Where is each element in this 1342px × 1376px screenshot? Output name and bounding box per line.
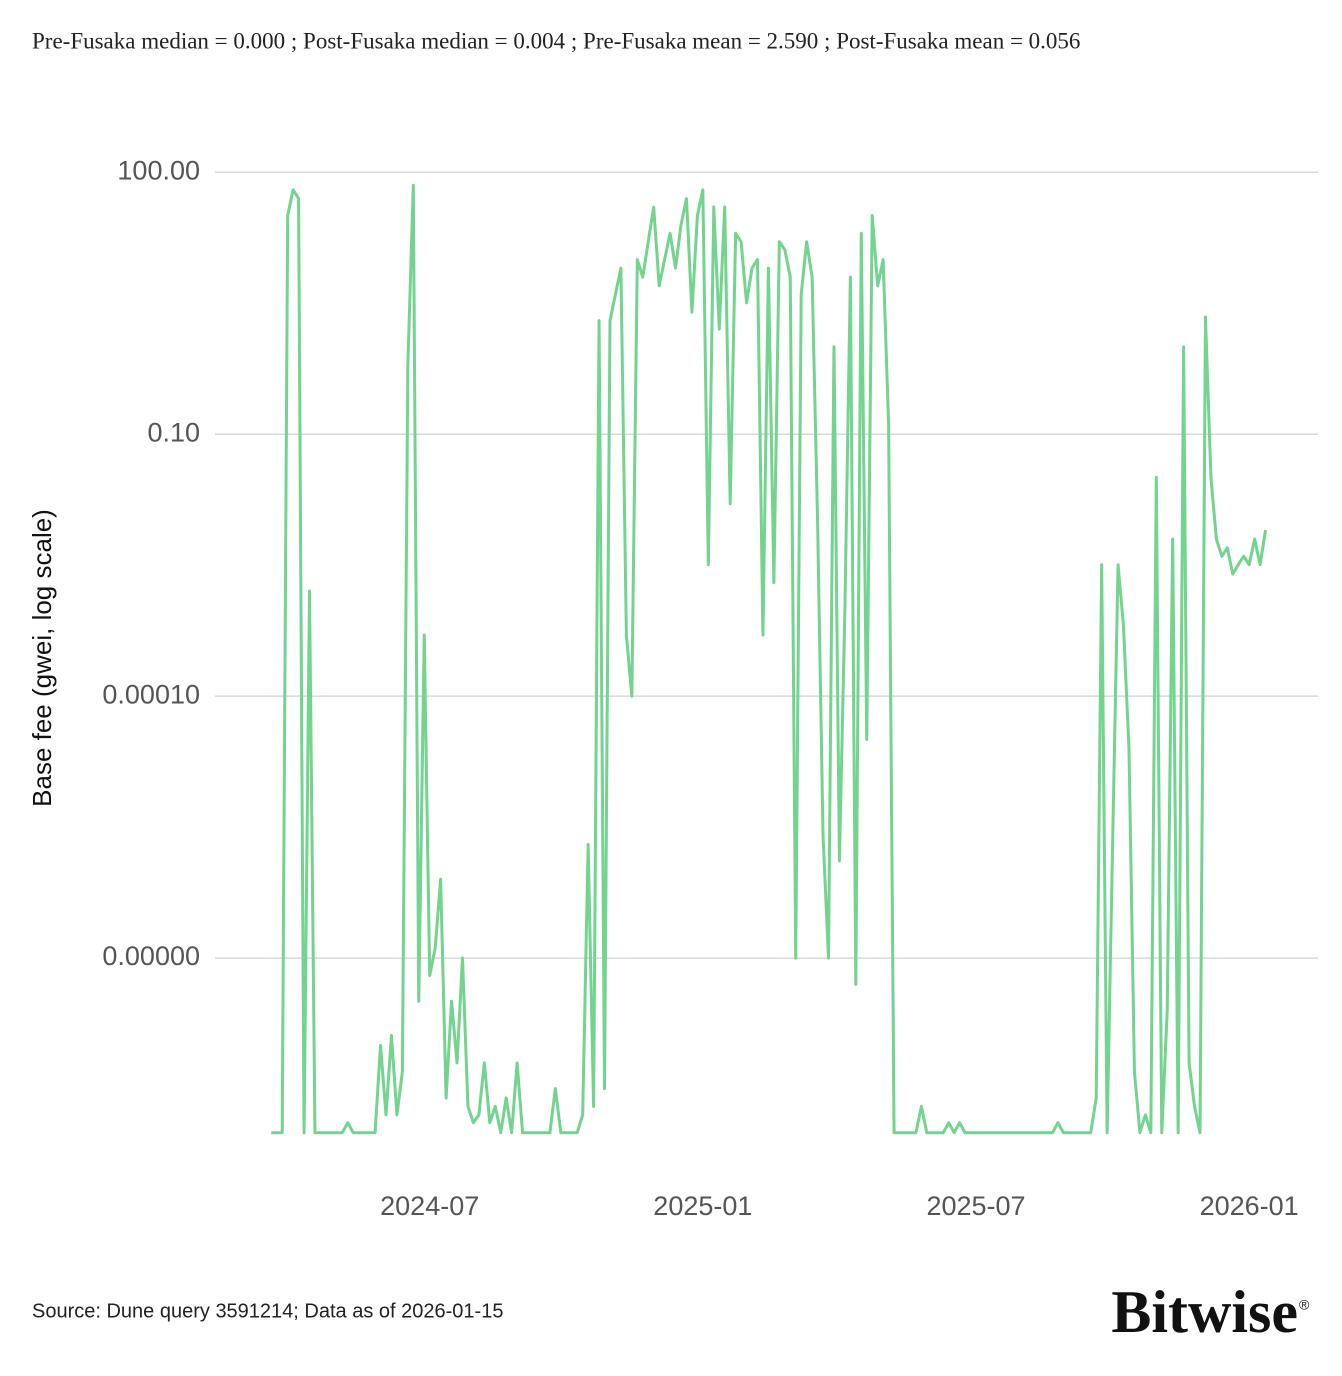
x-tick-label: 2026-01 xyxy=(1200,1191,1299,1221)
plot-area xyxy=(271,183,1268,1135)
chart-title: Pre-Fusaka median = 0.000 ; Post-Fusaka … xyxy=(32,28,1080,53)
x-tick-label: 2024-07 xyxy=(380,1191,479,1221)
x-tick-label: 2025-07 xyxy=(926,1191,1025,1221)
logo: Bitwise xyxy=(1111,1279,1298,1345)
grid xyxy=(215,171,1318,959)
y-tick-label: 0.00000 xyxy=(102,941,200,971)
y-axis-label: Base fee (gwei, log scale) xyxy=(27,509,57,807)
source-note: Source: Dune query 3591214; Data as of 2… xyxy=(32,1300,503,1322)
y-tick-label: 0.10 xyxy=(147,417,200,447)
y-tick-label: 100.00 xyxy=(117,155,200,185)
y-tick-label: 0.00010 xyxy=(102,679,200,709)
x-tick-label: 2025-01 xyxy=(653,1191,752,1221)
logo-mark: ® xyxy=(1299,1297,1310,1313)
series-line xyxy=(271,183,1268,1135)
